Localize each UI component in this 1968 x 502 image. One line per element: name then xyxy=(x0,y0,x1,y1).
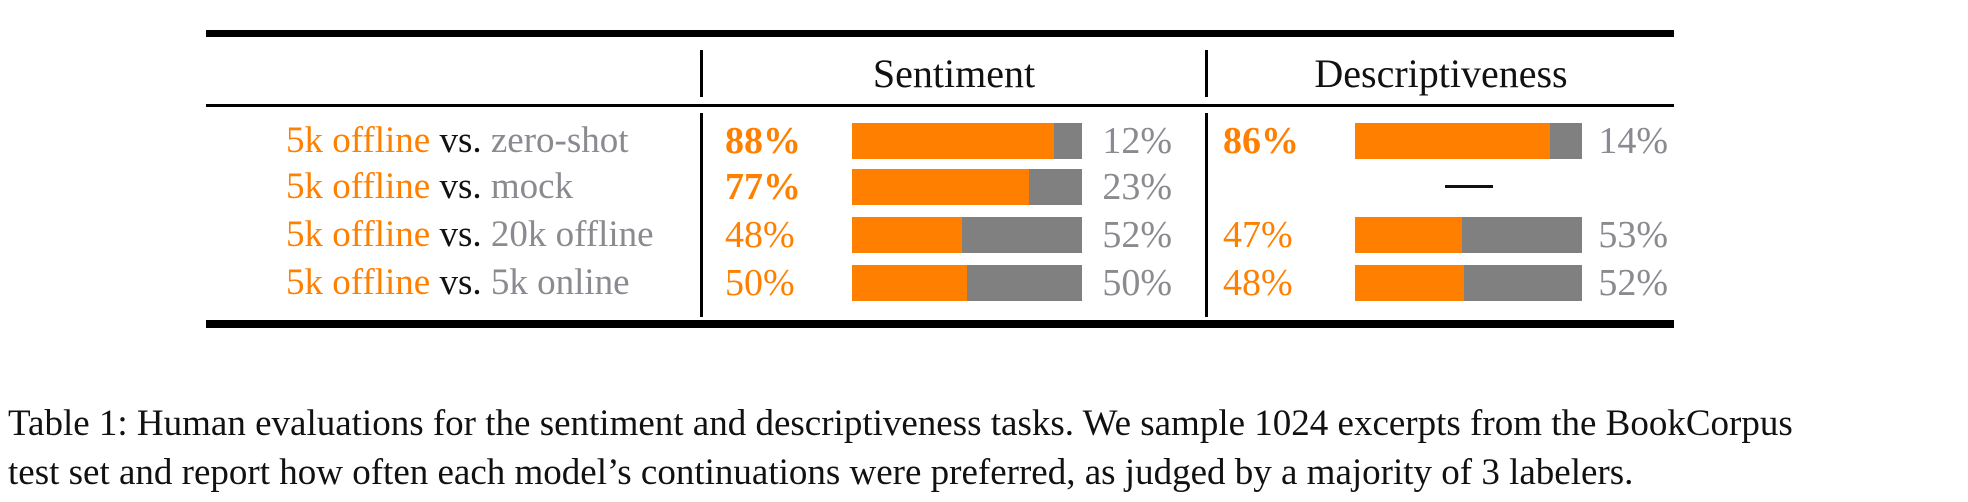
vs-text: vs. xyxy=(430,214,491,255)
vs-text: vs. xyxy=(430,166,491,207)
sentiment-bar-win-fill xyxy=(852,217,963,253)
sentiment-bar-win-fill xyxy=(852,265,967,301)
sentiment-preference-bar xyxy=(852,217,1082,253)
vs-text: vs. xyxy=(430,120,491,161)
caption-line-2: test set and report how often each model… xyxy=(8,452,1634,493)
model-a-name: 5k offline xyxy=(286,214,431,255)
model-b-name: 20k offline xyxy=(490,214,654,255)
sentiment-column-header: Sentiment xyxy=(872,51,1036,96)
sentiment-preference-bar xyxy=(852,265,1082,301)
column-separator-2 xyxy=(1205,50,1208,97)
table-row: 5k offline vs. mock 77% 23% xyxy=(0,164,1968,210)
descriptiveness-bar-win-fill xyxy=(1355,265,1464,301)
descriptiveness-bar-win-fill xyxy=(1355,123,1551,159)
matchup-label: 5k offline vs. mock xyxy=(286,164,573,210)
sentiment-preference-bar xyxy=(852,123,1082,159)
descriptiveness-preference-bar xyxy=(1355,123,1582,159)
sentiment-win-percent: 77% xyxy=(725,166,801,208)
caption-line-1: Table 1: Human evaluations for the senti… xyxy=(8,403,1793,444)
matchup-label: 5k offline vs. 5k online xyxy=(286,260,630,306)
column-separator-2 xyxy=(1205,113,1208,317)
column-separator-1 xyxy=(700,113,703,317)
evaluation-table: Sentiment Descriptiveness 5k offline vs.… xyxy=(0,30,1968,328)
descriptiveness-column-header: Descriptiveness xyxy=(1314,51,1568,96)
sentiment-lose-percent: 52% xyxy=(1102,214,1172,256)
sentiment-win-percent: 88% xyxy=(725,120,801,162)
descriptiveness-missing-dash xyxy=(1444,185,1493,188)
model-a-name: 5k offline xyxy=(286,166,431,207)
descriptiveness-preference-bar xyxy=(1355,265,1582,301)
descriptiveness-win-percent: 47% xyxy=(1223,214,1293,256)
column-separator-1 xyxy=(700,50,703,97)
descriptiveness-win-percent: 86% xyxy=(1223,120,1299,162)
sentiment-win-percent: 50% xyxy=(725,262,795,304)
descriptiveness-lose-percent: 53% xyxy=(1598,214,1668,256)
header-divider-rule xyxy=(206,104,1674,107)
table-caption: Table 1: Human evaluations for the senti… xyxy=(8,399,1964,497)
descriptiveness-bar-win-fill xyxy=(1355,217,1462,253)
sentiment-win-percent: 48% xyxy=(725,214,795,256)
model-b-name: mock xyxy=(490,166,574,207)
table-row: 5k offline vs. zero-shot 88% 12% 86% 14% xyxy=(0,118,1968,164)
model-b-name: zero-shot xyxy=(490,120,629,161)
descriptiveness-win-percent: 48% xyxy=(1223,262,1293,304)
descriptiveness-lose-percent: 14% xyxy=(1598,120,1668,162)
model-b-name: 5k online xyxy=(490,262,630,303)
table-row: 5k offline vs. 5k online 50% 50% 48% 52% xyxy=(0,260,1968,306)
table-top-rule xyxy=(206,30,1674,37)
matchup-label: 5k offline vs. zero-shot xyxy=(286,118,629,164)
sentiment-lose-percent: 12% xyxy=(1102,120,1172,162)
model-a-name: 5k offline xyxy=(286,120,431,161)
table-bottom-rule xyxy=(206,320,1674,328)
sentiment-bar-win-fill xyxy=(852,169,1030,205)
descriptiveness-preference-bar xyxy=(1355,217,1582,253)
model-a-name: 5k offline xyxy=(286,262,431,303)
vs-text: vs. xyxy=(430,262,491,303)
matchup-label: 5k offline vs. 20k offline xyxy=(286,212,654,258)
table-row: 5k offline vs. 20k offline 48% 52% 47% 53% xyxy=(0,212,1968,258)
sentiment-preference-bar xyxy=(852,169,1082,205)
sentiment-bar-win-fill xyxy=(852,123,1055,159)
sentiment-lose-percent: 50% xyxy=(1102,262,1172,304)
sentiment-lose-percent: 23% xyxy=(1102,166,1172,208)
descriptiveness-lose-percent: 52% xyxy=(1598,262,1668,304)
